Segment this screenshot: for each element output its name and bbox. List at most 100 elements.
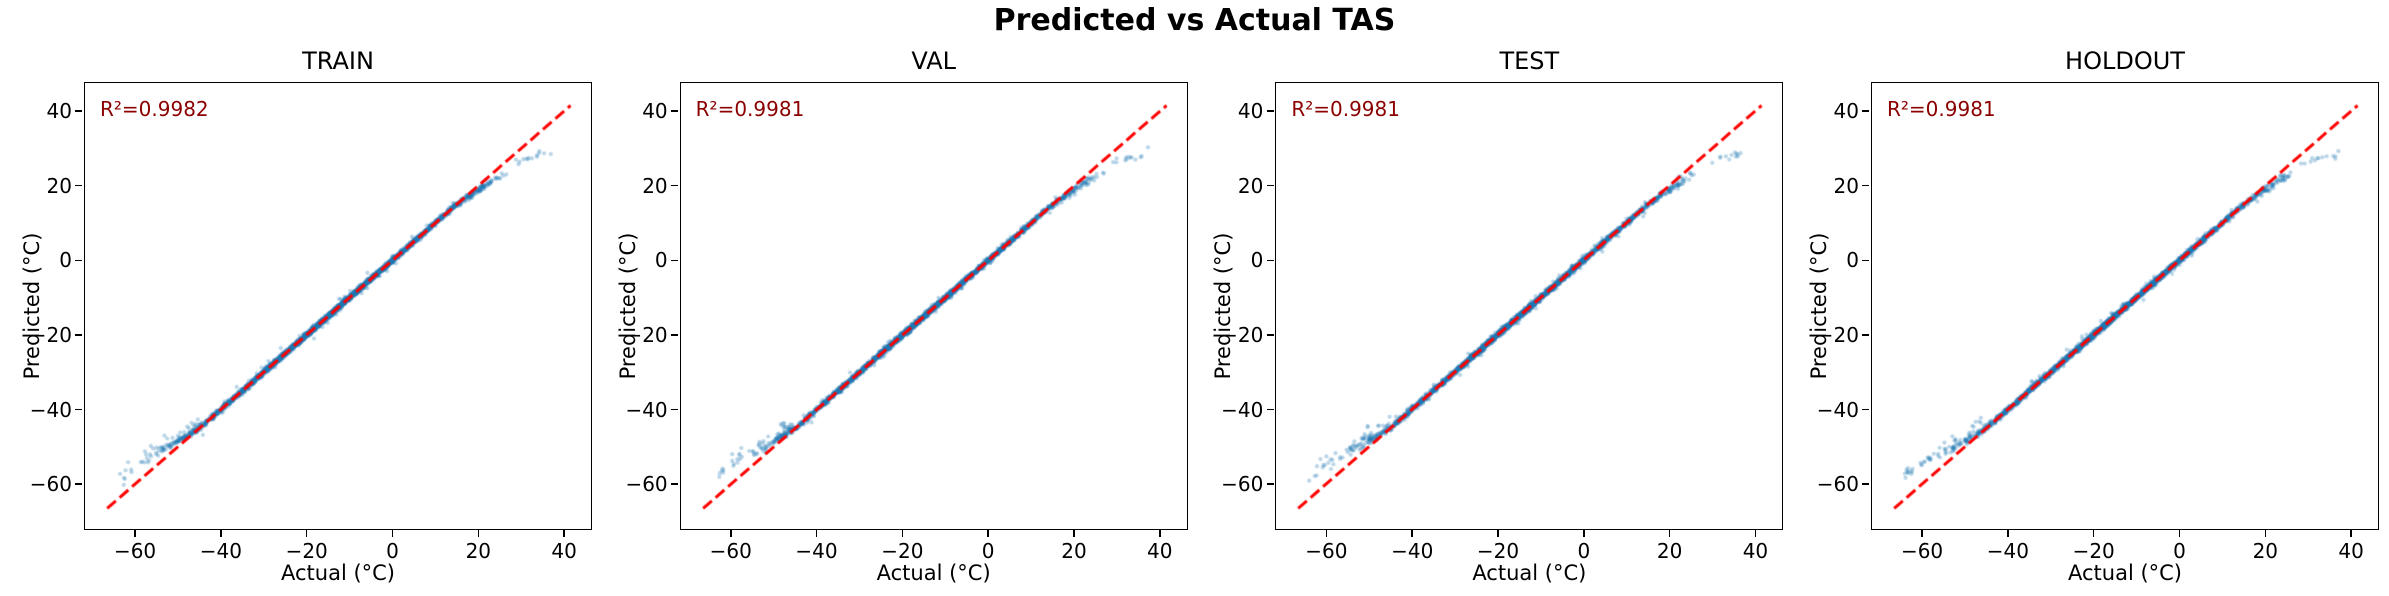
- y-tick-label: −40: [625, 397, 668, 422]
- y-tick-label: 20: [642, 173, 668, 198]
- x-tick-mark: [1411, 530, 1413, 537]
- y-tick-label: −40: [1221, 397, 1264, 422]
- y-tick-label: −60: [625, 472, 668, 497]
- y-tick-mark: [671, 408, 679, 411]
- r2-annotation: R²=0.9981: [1887, 97, 1996, 121]
- x-tick-label: 20: [465, 539, 492, 563]
- x-tick-label: 40: [1147, 539, 1173, 563]
- x-tick-label: 20: [1061, 539, 1087, 563]
- y-tick-label: −60: [29, 472, 72, 497]
- x-tick-mark: [1921, 530, 1923, 537]
- x-tick-label: −60: [113, 539, 157, 563]
- x-tick-label: 0: [386, 539, 399, 563]
- subplot-title: VAL: [911, 47, 956, 75]
- y-tick-label: 0: [654, 248, 668, 273]
- figure-title: Predicted vs Actual TAS: [993, 3, 1396, 38]
- y-tick-mark: [671, 483, 679, 485]
- y-tick-label: −20: [1816, 322, 1859, 347]
- x-axis-label: Actual (°C): [280, 561, 395, 585]
- y-tick-mark: [75, 259, 83, 262]
- x-tick-mark: [2007, 530, 2009, 537]
- x-tick-mark: [1497, 530, 1499, 537]
- y-tick-label: 20: [1237, 173, 1264, 198]
- x-tick-label: −20: [285, 539, 328, 563]
- x-tick-mark: [2264, 530, 2267, 537]
- y-tick-label: −60: [1816, 472, 1859, 497]
- x-tick-mark: [1754, 530, 1757, 537]
- x-axis-label: Actual (°C): [2067, 561, 2182, 585]
- x-tick-label: −60: [1305, 539, 1348, 563]
- y-tick-label: 40: [1833, 99, 1859, 124]
- r2-annotation: R²=0.9982: [100, 97, 209, 121]
- y-tick-mark: [1862, 483, 1870, 485]
- x-tick-label: 20: [1656, 539, 1683, 563]
- x-tick-mark: [2092, 530, 2095, 537]
- y-tick-mark: [1266, 408, 1274, 411]
- y-tick-mark: [75, 483, 83, 485]
- x-tick-mark: [1073, 530, 1075, 537]
- x-tick-label: −20: [1476, 539, 1520, 563]
- x-axis-label: Actual (°C): [876, 561, 991, 585]
- x-tick-label: 0: [1577, 539, 1591, 563]
- x-tick-mark: [1325, 530, 1328, 537]
- y-tick-label: −60: [1221, 472, 1264, 497]
- y-tick-mark: [671, 110, 679, 112]
- x-tick-label: 40: [2338, 539, 2364, 563]
- x-tick-mark: [815, 530, 818, 537]
- scatter-plot-canvas: [679, 82, 1188, 530]
- y-tick-label: 0: [1846, 248, 1859, 273]
- x-tick-label: −20: [881, 539, 924, 563]
- x-tick-mark: [2178, 530, 2181, 537]
- x-tick-mark: [563, 530, 565, 537]
- y-tick-mark: [1266, 184, 1274, 187]
- scatter-plot-canvas: [84, 82, 592, 530]
- y-tick-mark: [1266, 110, 1274, 112]
- x-tick-label: −40: [1391, 539, 1434, 563]
- x-tick-label: −40: [795, 539, 838, 563]
- y-tick-mark: [671, 334, 679, 336]
- y-tick-label: 40: [1237, 99, 1264, 124]
- y-tick-mark: [1266, 483, 1274, 485]
- x-tick-label: 40: [1742, 539, 1769, 563]
- x-tick-mark: [1668, 530, 1671, 537]
- x-tick-mark: [391, 530, 394, 537]
- x-tick-label: −20: [2072, 539, 2115, 563]
- x-tick-mark: [305, 530, 308, 537]
- x-tick-label: 0: [981, 539, 995, 563]
- x-tick-label: −60: [1900, 539, 1944, 563]
- scatter-plot-canvas: [1275, 82, 1784, 530]
- x-tick-label: 20: [2252, 539, 2279, 563]
- x-tick-label: −40: [199, 539, 242, 563]
- y-axis-label: Predicted (°C): [20, 232, 44, 380]
- subplot-title: HOLDOUT: [2065, 47, 2185, 75]
- x-axis-label: Actual (°C): [1472, 561, 1587, 585]
- x-tick-label: 40: [551, 539, 577, 563]
- subplot-title: TRAIN: [302, 47, 374, 75]
- y-axis-label: Predicted (°C): [1807, 232, 1831, 380]
- x-tick-mark: [477, 530, 480, 537]
- y-tick-mark: [1862, 184, 1870, 187]
- y-axis-label: Predicted (°C): [615, 232, 640, 380]
- y-tick-label: 0: [1250, 248, 1264, 273]
- y-tick-mark: [75, 110, 83, 112]
- y-axis-label: Predicted (°C): [1211, 232, 1236, 380]
- y-tick-label: −40: [1816, 397, 1859, 422]
- y-tick-mark: [1266, 334, 1274, 336]
- y-tick-label: −40: [29, 397, 72, 422]
- x-tick-mark: [987, 530, 989, 537]
- x-tick-label: 0: [2173, 539, 2186, 563]
- y-tick-label: −20: [1221, 322, 1264, 347]
- y-tick-mark: [671, 184, 679, 187]
- y-tick-label: 0: [59, 248, 72, 273]
- y-tick-mark: [1862, 110, 1870, 112]
- y-tick-mark: [1862, 259, 1870, 262]
- scatter-plot-canvas: [1871, 82, 2379, 530]
- x-tick-mark: [2350, 530, 2352, 537]
- y-tick-mark: [75, 184, 83, 187]
- x-tick-mark: [729, 530, 732, 537]
- y-tick-mark: [1862, 408, 1870, 411]
- x-tick-mark: [220, 530, 222, 537]
- y-tick-mark: [75, 334, 83, 336]
- y-tick-mark: [1266, 259, 1274, 262]
